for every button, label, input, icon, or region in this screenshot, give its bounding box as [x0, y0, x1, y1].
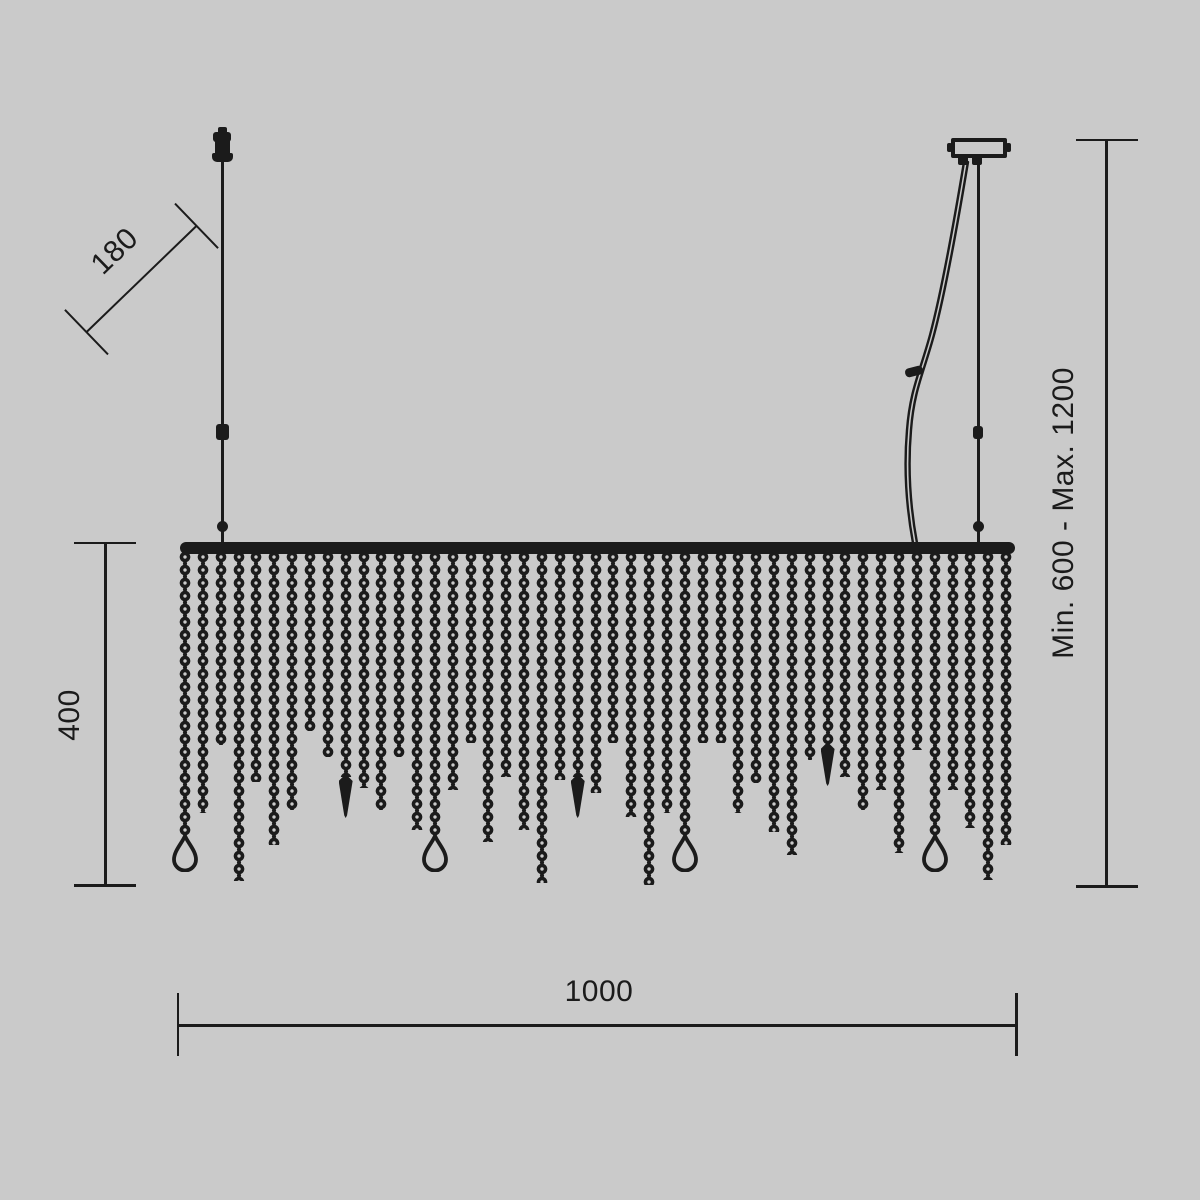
- chain-strand: [982, 552, 995, 880]
- chain-strand: [321, 552, 334, 757]
- dimension-tick: [1076, 138, 1138, 141]
- chain-strand: [643, 552, 656, 885]
- fitting-flare: [212, 153, 233, 162]
- chain-strand: [232, 552, 245, 881]
- chain-strand: [286, 552, 299, 810]
- chain-strand: [571, 552, 584, 777]
- chain-strand: [411, 552, 424, 830]
- chain-strand: [536, 552, 548, 883]
- chain-strand: [839, 552, 852, 777]
- canopy-nub-right: [1006, 143, 1011, 152]
- dimension-label-1000: 1000: [564, 975, 634, 1008]
- kite-crystal: [338, 774, 353, 818]
- rod-coupler-right: [973, 426, 983, 439]
- fixture-bar: [180, 542, 1015, 554]
- chain-strand: [946, 552, 959, 790]
- ceiling-mount-fitting: [209, 127, 236, 167]
- fitting-cap: [218, 127, 227, 134]
- chain-strand: [732, 552, 745, 813]
- rod-ball-joint-right: [972, 521, 984, 532]
- chain-strand: [357, 552, 370, 788]
- chain-strand: [821, 552, 834, 745]
- chain-strand: [553, 552, 566, 780]
- chain-strand: [464, 552, 477, 743]
- canopy-cable-stub: [958, 156, 968, 165]
- teardrop-crystal: [671, 831, 698, 873]
- chain-strand: [196, 552, 209, 813]
- rod-ball-joint-left: [217, 521, 228, 532]
- chain-strand: [446, 552, 459, 790]
- dimension-label-minmax: Min. 600 - Max. 1200: [1047, 367, 1080, 659]
- chain-strand: [339, 552, 352, 777]
- dimension-tick: [1015, 993, 1018, 1056]
- chain-strand: [928, 552, 941, 838]
- chain-strand: [518, 552, 531, 830]
- chain-strand: [482, 552, 495, 842]
- chain-strand: [660, 552, 673, 813]
- dimension-label-400: 400: [53, 689, 86, 741]
- dimension-label-180: 180: [84, 221, 145, 282]
- chain-strand: [964, 552, 977, 828]
- chain-strand: [500, 552, 513, 777]
- chain-strand: [857, 552, 870, 810]
- dimension-rod-length: 180: [64, 202, 219, 356]
- chain-strand: [607, 552, 620, 743]
- teardrop-crystal: [172, 831, 198, 873]
- dimension-line: [178, 1024, 1016, 1027]
- dimension-tick: [1076, 885, 1138, 888]
- chain-strand: [910, 552, 923, 750]
- suspension-rod-right: [976, 156, 980, 544]
- chain-strand: [250, 552, 263, 782]
- canopy-nub-left: [947, 143, 952, 152]
- chain-strand: [875, 552, 888, 790]
- fitting-collar: [213, 132, 231, 142]
- chain-strand: [893, 552, 905, 853]
- teardrop-crystal: [921, 831, 948, 873]
- teardrop-crystal: [421, 831, 448, 873]
- chain-strand: [214, 552, 227, 745]
- dimension-tick: [74, 884, 136, 887]
- chain-strand: [1000, 552, 1013, 845]
- kite-crystal: [570, 774, 585, 818]
- chain-strand: [589, 552, 602, 793]
- chain-strand: [375, 552, 388, 810]
- chain-strand: [428, 552, 441, 838]
- kite-crystal: [820, 742, 835, 786]
- chain-strand: [678, 552, 691, 838]
- chain-strand: [803, 552, 816, 760]
- dimension-line: [1105, 139, 1108, 887]
- dimension-tick: [176, 993, 179, 1056]
- chain-strand: [714, 552, 727, 743]
- chain-strand: [393, 552, 406, 757]
- chain-strand: [696, 552, 709, 743]
- dimension-tick: [74, 541, 136, 544]
- chain-strand: [625, 552, 638, 817]
- chain-strand: [785, 552, 798, 855]
- suspension-rod-left: [220, 160, 224, 544]
- fitting-body: [215, 140, 230, 155]
- power-cable: [904, 160, 970, 545]
- chain-strand: [750, 552, 763, 783]
- chain-strand: [303, 552, 316, 731]
- dimension-line: [104, 542, 107, 886]
- chain-strand: [768, 552, 781, 832]
- chain-strand: [268, 552, 281, 845]
- rod-coupler-left: [215, 424, 229, 440]
- chain-strand: [179, 552, 191, 838]
